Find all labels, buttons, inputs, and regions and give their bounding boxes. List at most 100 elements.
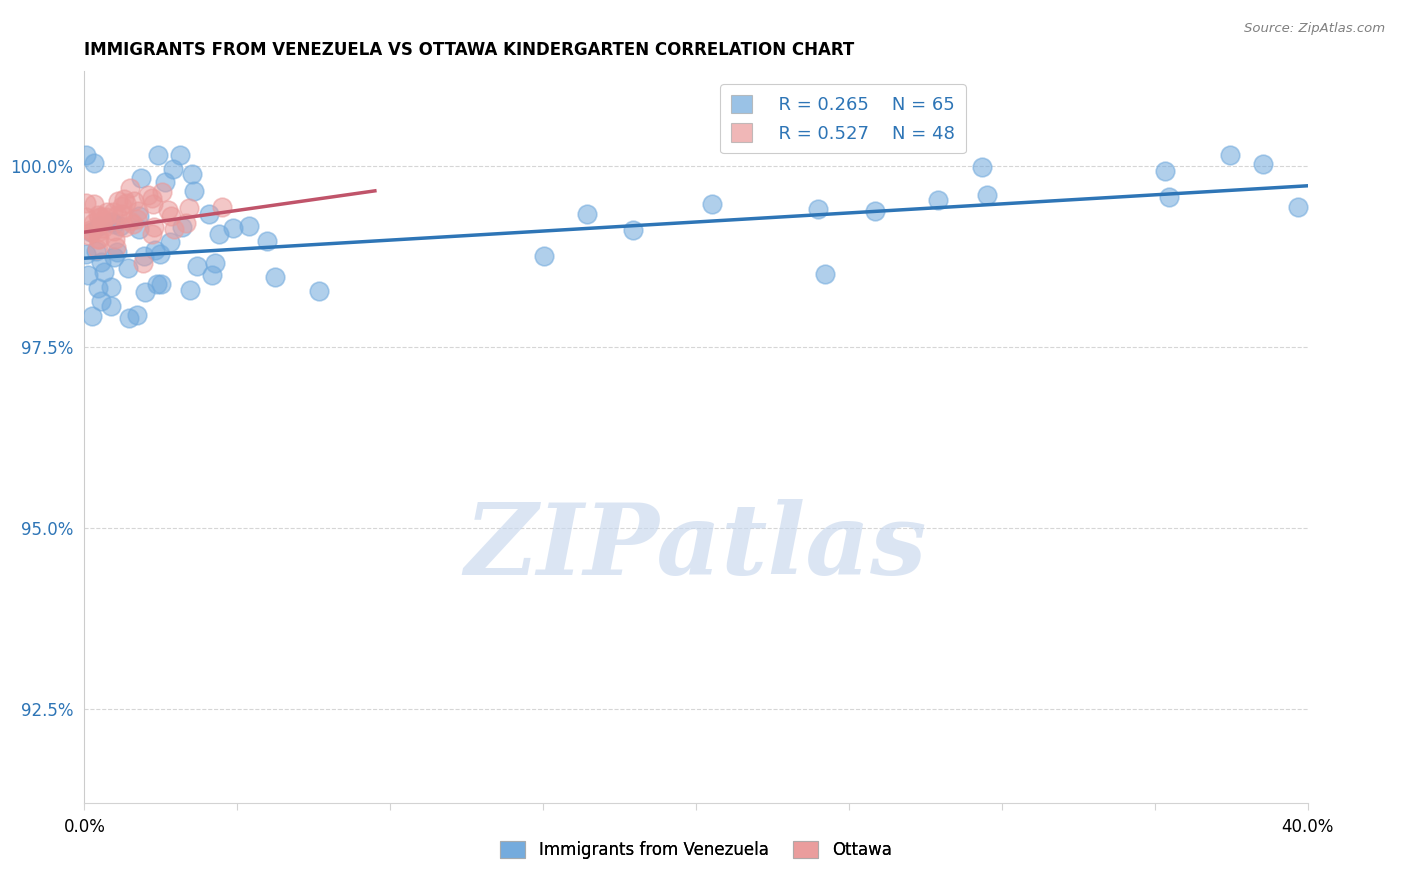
Point [180, 167, 202, 181]
Point [79, 223, 101, 237]
Point [163, 221, 186, 235]
Point [118, 213, 141, 227]
Point [128, 210, 150, 224]
Point [150, 277, 173, 292]
Point [77, 268, 100, 282]
Point [143, 243, 166, 257]
Point [80, 309, 103, 323]
Legend: Immigrants from Venezuela, Ottawa: Immigrants from Venezuela, Ottawa [492, 833, 900, 868]
Point [87, 211, 110, 225]
Point [238, 219, 260, 234]
Point [101, 205, 124, 219]
Point [208, 227, 231, 241]
Point [157, 203, 180, 218]
Point [115, 196, 138, 211]
Point [93, 265, 115, 279]
Text: ZIPatlas: ZIPatlas [465, 499, 927, 595]
Point [87, 225, 110, 239]
Point [141, 227, 163, 241]
Point [100, 215, 122, 229]
Point [87, 281, 110, 295]
Point [107, 244, 129, 259]
Point [87, 219, 110, 233]
Point [84, 244, 107, 259]
Point [1159, 190, 1181, 204]
Point [179, 283, 201, 297]
Point [111, 199, 134, 213]
Point [621, 222, 644, 236]
Point [83, 156, 105, 170]
Point [87, 232, 110, 246]
Point [143, 219, 166, 234]
Point [103, 224, 125, 238]
Point [112, 192, 135, 206]
Point [108, 219, 131, 234]
Point [91, 221, 114, 235]
Point [103, 250, 125, 264]
Point [75, 247, 97, 261]
Point [198, 207, 221, 221]
Point [186, 260, 208, 274]
Point [82, 216, 104, 230]
Point [120, 180, 142, 194]
Point [177, 202, 200, 216]
Point [141, 190, 163, 204]
Point [129, 171, 152, 186]
Point [125, 211, 148, 226]
Point [264, 269, 287, 284]
Point [127, 203, 149, 218]
Point [970, 161, 993, 175]
Point [103, 217, 125, 231]
Point [128, 222, 150, 236]
Point [162, 162, 184, 177]
Point [150, 186, 173, 200]
Point [159, 235, 181, 249]
Point [87, 232, 110, 246]
Point [169, 147, 191, 161]
Point [142, 197, 165, 211]
Point [118, 310, 141, 325]
Point [87, 208, 110, 222]
Text: IMMIGRANTS FROM VENEZUELA VS OTTAWA KINDERGARTEN CORRELATION CHART: IMMIGRANTS FROM VENEZUELA VS OTTAWA KIND… [84, 41, 855, 59]
Point [117, 260, 139, 275]
Point [533, 249, 555, 263]
Point [865, 203, 887, 218]
Point [86, 242, 108, 256]
Point [927, 193, 949, 207]
Point [90, 210, 112, 224]
Point [201, 268, 224, 282]
Point [83, 197, 105, 211]
Point [204, 256, 226, 270]
Text: Source: ZipAtlas.com: Source: ZipAtlas.com [1244, 22, 1385, 36]
Point [1219, 147, 1241, 161]
Point [75, 147, 97, 161]
Point [82, 226, 104, 240]
Point [1154, 164, 1177, 178]
Point [96, 211, 118, 225]
Point [90, 293, 112, 308]
Point [127, 308, 149, 322]
Point [75, 196, 97, 211]
Point [575, 207, 598, 221]
Point [90, 255, 112, 269]
Point [100, 299, 122, 313]
Point [976, 187, 998, 202]
Point [121, 218, 143, 232]
Point [146, 147, 169, 161]
Point [134, 249, 156, 263]
Point [114, 220, 136, 235]
Point [1286, 200, 1309, 214]
Point [1251, 157, 1274, 171]
Point [174, 216, 197, 230]
Point [172, 220, 194, 235]
Point [136, 187, 159, 202]
Point [76, 227, 98, 242]
Point [256, 235, 278, 249]
Point [80, 225, 103, 239]
Point [211, 200, 233, 214]
Point [100, 280, 122, 294]
Point [149, 247, 172, 261]
Point [105, 209, 128, 223]
Point [96, 205, 118, 219]
Point [702, 197, 724, 211]
